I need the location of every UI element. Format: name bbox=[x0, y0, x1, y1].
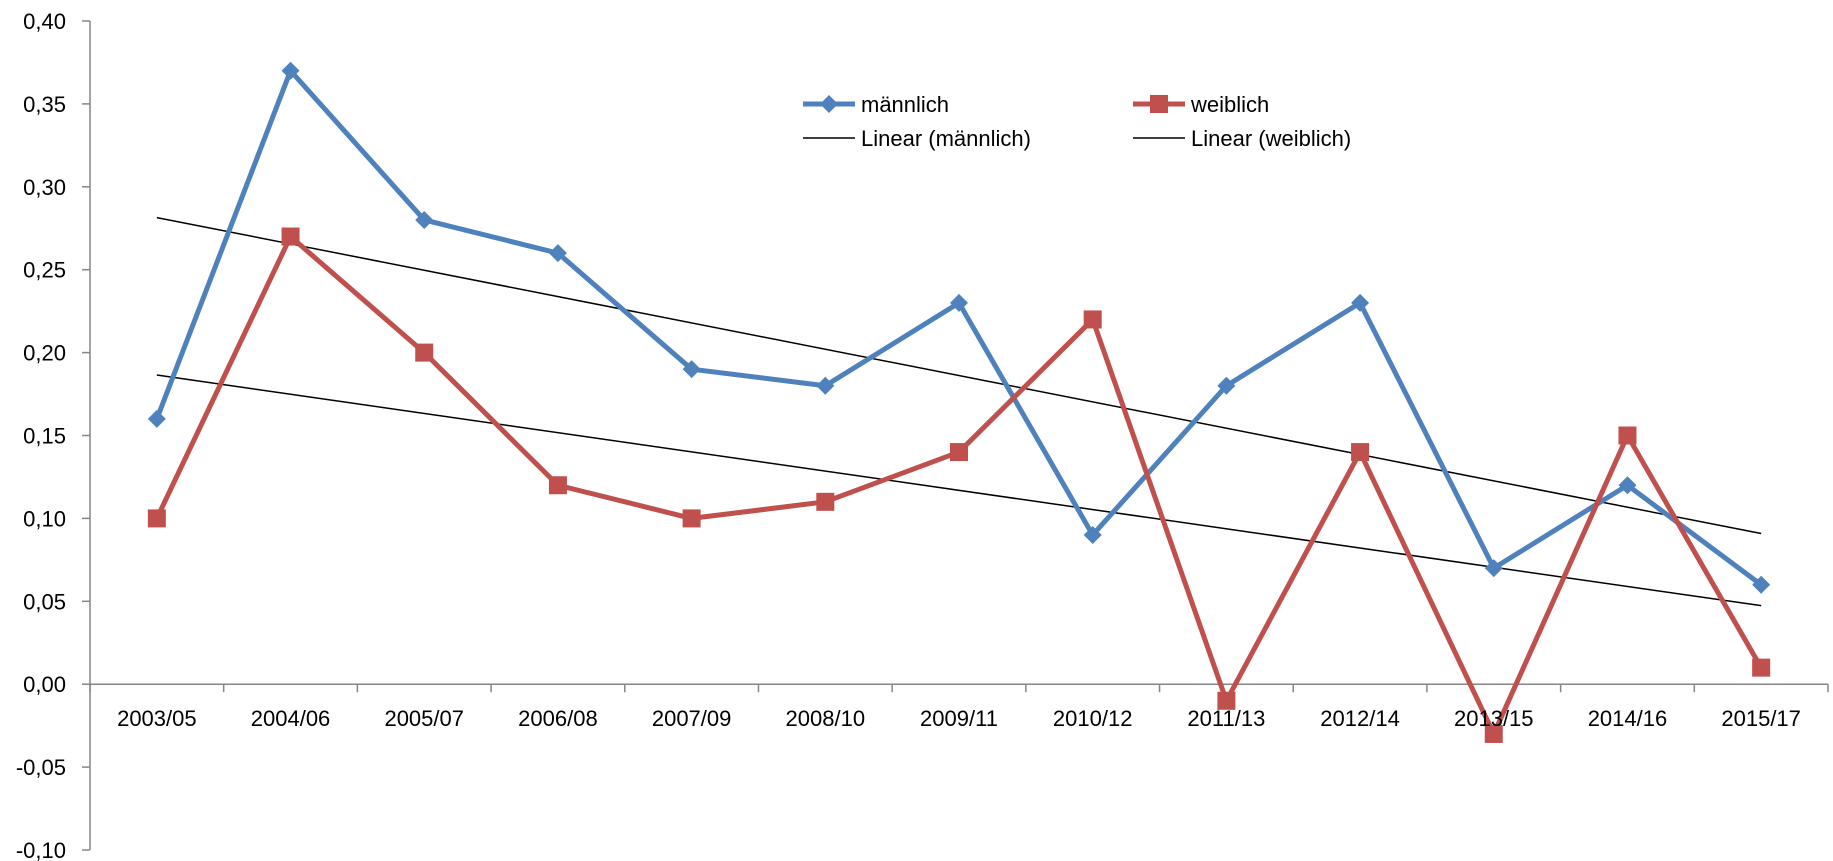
data-point-square bbox=[1351, 443, 1370, 462]
series-0 bbox=[147, 61, 1771, 594]
data-point-diamond bbox=[1351, 293, 1370, 312]
y-tick-label: 0,40 bbox=[23, 9, 66, 34]
data-point-square bbox=[147, 509, 166, 528]
x-tick-label: 2008/10 bbox=[786, 706, 866, 731]
data-point-square bbox=[1618, 426, 1637, 445]
y-tick-labels: 0,40 0,35 0,30 0,25 0,20 0,15 0,10 0,05 0,00 -0,0… bbox=[16, 9, 66, 861]
x-tick-label: 2006/08 bbox=[518, 706, 598, 731]
data-point-square bbox=[1217, 691, 1236, 710]
trendline-1 bbox=[156, 374, 1762, 607]
data-point-diamond bbox=[1618, 476, 1637, 495]
y-tick-label: 0,35 bbox=[23, 92, 66, 117]
data-point-diamond bbox=[147, 409, 166, 428]
data-point-diamond bbox=[548, 244, 567, 263]
y-tick-label: 0,10 bbox=[23, 506, 66, 531]
data-point-square bbox=[950, 443, 968, 462]
y-tick-label: 0,25 bbox=[23, 258, 66, 283]
x-tick-label: 2010/12 bbox=[1053, 706, 1133, 731]
legend-entry-trend-1: Linear (weiblich) bbox=[1133, 126, 1351, 151]
y-tick-label: 0,30 bbox=[23, 175, 66, 200]
x-tick-label: 2003/05 bbox=[117, 706, 197, 731]
y-tick-label: 0,15 bbox=[23, 424, 66, 449]
series-layer bbox=[147, 61, 1771, 743]
data-point-diamond bbox=[1484, 559, 1503, 578]
x-tick-label: 2007/09 bbox=[652, 706, 732, 731]
data-point-square bbox=[415, 343, 434, 362]
y-tick-label: 0,20 bbox=[23, 341, 66, 366]
data-point-diamond bbox=[1752, 575, 1771, 594]
data-point-square bbox=[1752, 658, 1771, 677]
data-point-diamond bbox=[281, 61, 300, 80]
axes bbox=[82, 20, 1829, 851]
legend-label-series-1: weiblich bbox=[1190, 92, 1269, 117]
data-point-diamond bbox=[816, 376, 835, 395]
x-tick-label: 2013/15 bbox=[1454, 706, 1534, 731]
legend-entry-series-1: weiblich bbox=[1133, 92, 1269, 117]
x-tick-label: 2015/17 bbox=[1721, 706, 1801, 731]
x-tick-label: 2014/16 bbox=[1588, 706, 1668, 731]
legend-diamond-marker bbox=[820, 95, 838, 113]
x-tick-label: 2005/07 bbox=[384, 706, 464, 731]
data-point-square bbox=[281, 227, 300, 246]
y-tick-label: -0,05 bbox=[16, 755, 66, 780]
y-tick-label: 0,00 bbox=[23, 672, 66, 697]
data-point-square bbox=[816, 492, 835, 511]
legend-label-trend-0: Linear (männlich) bbox=[861, 126, 1031, 151]
x-tick-label: 2009/11 bbox=[920, 706, 998, 731]
data-point-diamond bbox=[950, 293, 968, 312]
trendlines bbox=[156, 216, 1762, 607]
data-point-square bbox=[682, 509, 701, 528]
legend: männlich weiblich Linear (männlich) Line… bbox=[803, 92, 1351, 151]
y-tick-label: -0,10 bbox=[16, 838, 66, 861]
y-tick-label: 0,05 bbox=[23, 589, 66, 614]
data-point-diamond bbox=[1083, 525, 1102, 544]
legend-entry-trend-0: Linear (männlich) bbox=[803, 126, 1031, 151]
data-point-square bbox=[1083, 310, 1102, 329]
x-tick-label: 2012/14 bbox=[1320, 706, 1400, 731]
data-point-diamond bbox=[415, 210, 434, 229]
data-point-diamond bbox=[682, 360, 701, 379]
x-tick-labels: 2003/05 2004/06 2005/07 2006/08 2007/09 2008/… bbox=[117, 706, 1801, 731]
x-tick-label: 2004/06 bbox=[251, 706, 331, 731]
legend-entry-series-0: männlich bbox=[803, 92, 949, 117]
data-point-square bbox=[548, 476, 567, 495]
series-1 bbox=[147, 227, 1771, 743]
data-point-square bbox=[1484, 724, 1503, 743]
legend-square-marker bbox=[1150, 95, 1168, 113]
legend-label-trend-1: Linear (weiblich) bbox=[1191, 126, 1351, 151]
x-tick-label: 2011/13 bbox=[1187, 706, 1265, 731]
legend-label-series-0: männlich bbox=[861, 92, 949, 117]
trendline-0 bbox=[156, 216, 1762, 535]
data-point-diamond bbox=[1217, 376, 1236, 395]
